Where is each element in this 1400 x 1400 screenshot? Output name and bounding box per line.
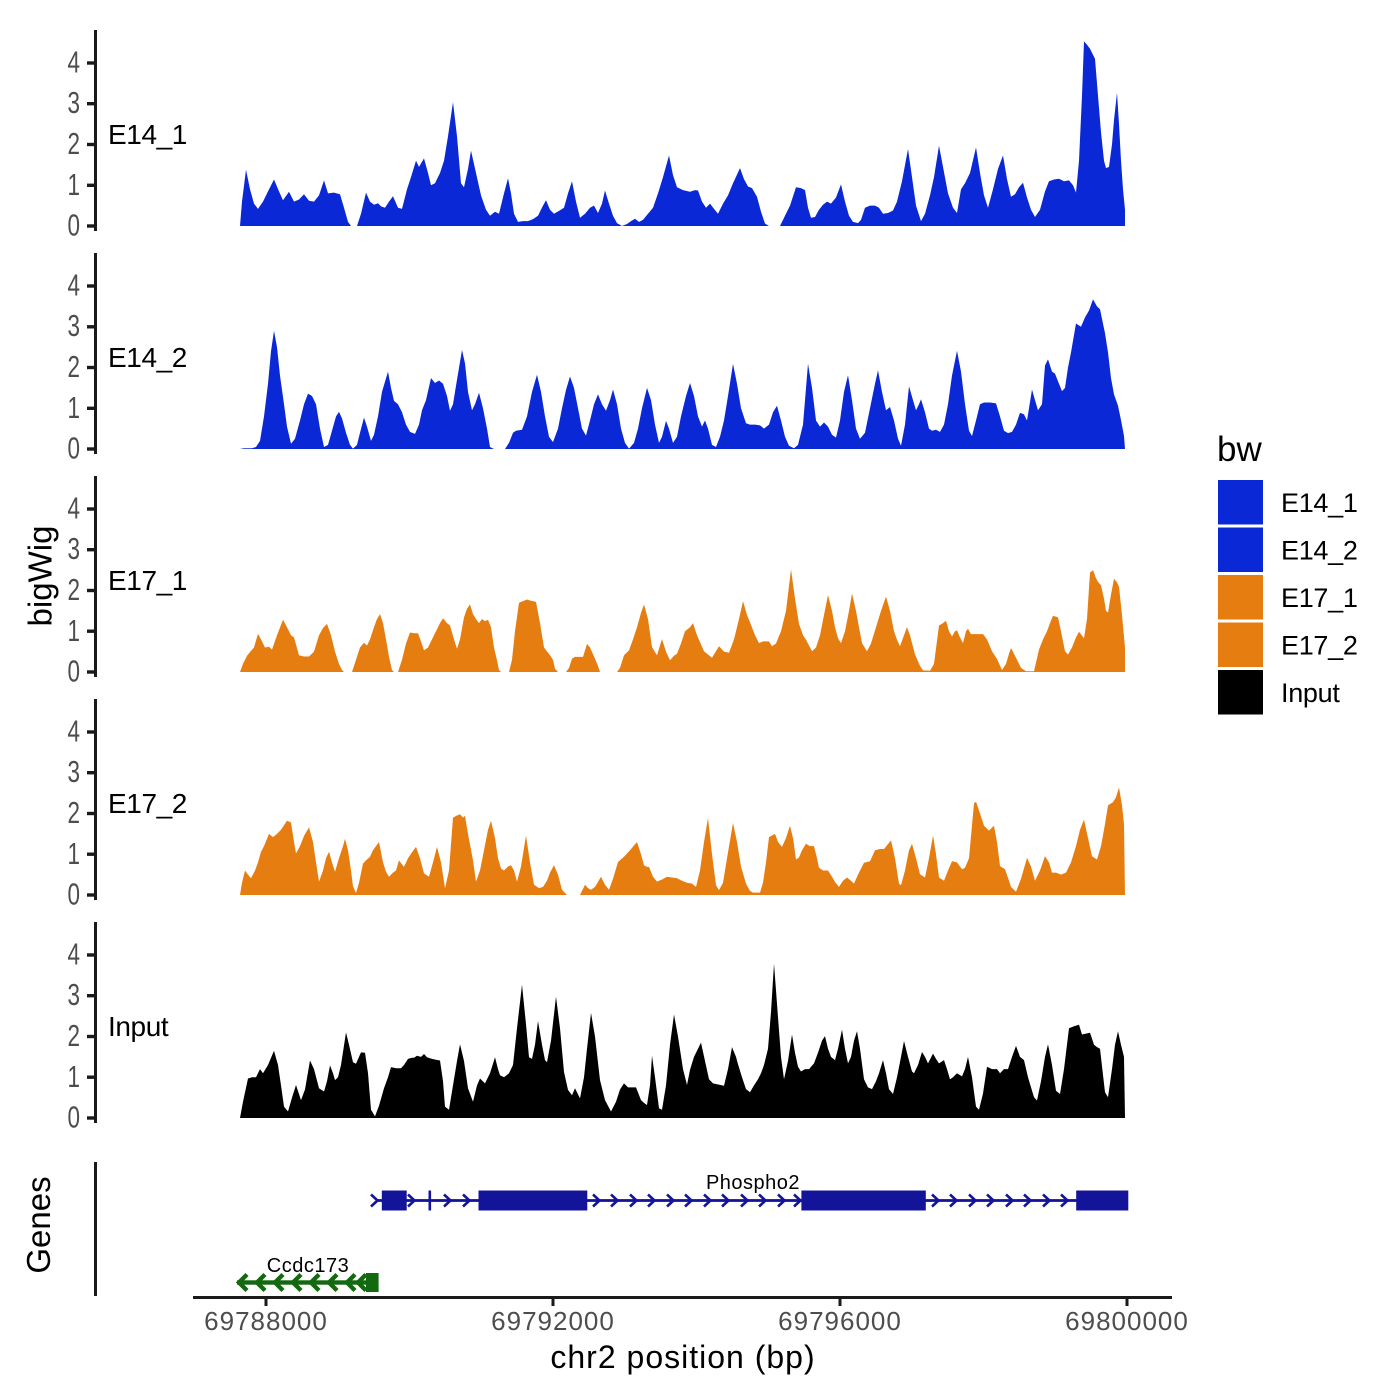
svg-text:3: 3 bbox=[68, 308, 81, 343]
svg-text:1: 1 bbox=[68, 1059, 81, 1094]
svg-text:E17_1: E17_1 bbox=[108, 565, 187, 596]
svg-text:4: 4 bbox=[68, 45, 81, 80]
svg-text:E14_2: E14_2 bbox=[1281, 536, 1358, 566]
svg-text:0: 0 bbox=[68, 654, 81, 689]
svg-text:4: 4 bbox=[68, 268, 81, 303]
svg-text:3: 3 bbox=[68, 85, 81, 120]
svg-text:3: 3 bbox=[68, 531, 81, 566]
svg-text:2: 2 bbox=[68, 572, 81, 607]
svg-text:1: 1 bbox=[68, 836, 81, 871]
svg-text:chr2 position (bp): chr2 position (bp) bbox=[550, 1339, 815, 1375]
svg-text:69792000: 69792000 bbox=[491, 1306, 615, 1336]
svg-text:69788000: 69788000 bbox=[204, 1306, 328, 1336]
svg-text:0: 0 bbox=[68, 208, 81, 243]
svg-text:Genes: Genes bbox=[20, 1176, 57, 1273]
svg-text:2: 2 bbox=[68, 349, 81, 384]
svg-text:Ccdc173: Ccdc173 bbox=[267, 1255, 349, 1277]
svg-text:0: 0 bbox=[68, 877, 81, 912]
svg-text:4: 4 bbox=[68, 491, 81, 526]
svg-text:2: 2 bbox=[68, 1018, 81, 1053]
svg-text:E17_2: E17_2 bbox=[1281, 631, 1358, 661]
svg-text:E14_1: E14_1 bbox=[108, 119, 187, 150]
svg-text:0: 0 bbox=[68, 1100, 81, 1135]
svg-text:2: 2 bbox=[68, 795, 81, 830]
svg-text:bw: bw bbox=[1217, 430, 1262, 469]
svg-text:E14_1: E14_1 bbox=[1281, 488, 1358, 518]
svg-text:E14_2: E14_2 bbox=[108, 342, 187, 373]
svg-text:bigWig: bigWig bbox=[22, 526, 59, 627]
svg-text:4: 4 bbox=[68, 714, 81, 749]
svg-text:Phospho2: Phospho2 bbox=[706, 1172, 800, 1194]
svg-text:69796000: 69796000 bbox=[778, 1306, 902, 1336]
svg-text:1: 1 bbox=[68, 390, 81, 425]
svg-text:1: 1 bbox=[68, 613, 81, 648]
svg-text:Input: Input bbox=[1281, 678, 1340, 708]
svg-text:E17_1: E17_1 bbox=[1281, 583, 1358, 613]
svg-text:E17_2: E17_2 bbox=[108, 788, 187, 819]
svg-text:4: 4 bbox=[68, 937, 81, 972]
svg-text:Input: Input bbox=[108, 1011, 169, 1042]
svg-text:0: 0 bbox=[68, 431, 81, 466]
svg-text:2: 2 bbox=[68, 126, 81, 161]
svg-text:69800000: 69800000 bbox=[1065, 1306, 1189, 1336]
svg-text:1: 1 bbox=[68, 167, 81, 202]
svg-text:3: 3 bbox=[68, 754, 81, 789]
svg-text:3: 3 bbox=[68, 977, 81, 1012]
